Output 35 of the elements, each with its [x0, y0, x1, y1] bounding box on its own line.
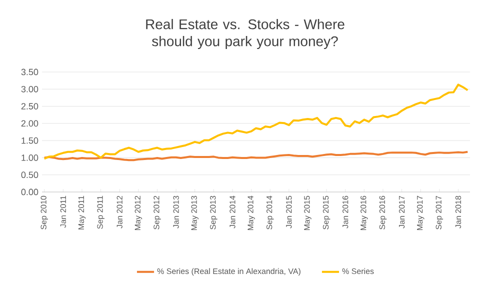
- x-tick-label: Sep 2012: [154, 196, 161, 230]
- x-tick-label: Jan 2013: [173, 196, 179, 228]
- y-tick-label: 1.00: [22, 154, 38, 161]
- y-tick-label: 1.50: [22, 137, 38, 144]
- x-tick-label: Jan 2014: [230, 196, 236, 228]
- x-tick-label: May 2013: [191, 196, 198, 230]
- x-tick-label: May 2017: [416, 196, 424, 230]
- x-tick-label: Jan 2012: [116, 196, 122, 228]
- x-tick-label: Sep 2010: [40, 196, 48, 230]
- chart-title: Real Estate vs. Stocks - Where should you park your money?: [146, 18, 344, 50]
- y-tick-label: 2.50: [21, 103, 38, 110]
- x-tick-label: Sep 2017: [436, 196, 444, 230]
- x-tick-label: Sep 2015: [322, 196, 330, 230]
- x-tick-label: Jan 2015: [286, 196, 292, 228]
- x-tick-label: Sep 2011: [97, 196, 104, 229]
- y-tick-label: 3.50: [21, 68, 38, 76]
- x-tick-label: Sep 2016: [379, 196, 387, 230]
- y-tick-label: 0.00: [21, 188, 38, 196]
- x-tick-label: Jan 2017: [398, 196, 405, 228]
- x-tick-label: May 2014: [248, 196, 255, 230]
- x-tick-label: May 2015: [304, 196, 312, 230]
- y-tick-label: 0.50: [21, 172, 38, 178]
- x-tick-label: Sep 2013: [210, 196, 218, 230]
- x-tick-label: May 2012: [134, 196, 142, 230]
- x-tick-label: Jan 2016: [342, 196, 348, 228]
- y-tick-label: 2.00: [21, 120, 38, 127]
- x-tick-label: Jan 2011: [60, 196, 66, 228]
- x-tick-label: Jan 2018: [455, 196, 462, 228]
- x-tick-label: May 2011: [78, 196, 86, 230]
- x-tick-label: May 2016: [360, 196, 368, 230]
- line-series: [43, 84, 469, 160]
- y-tick-label: 3.00: [21, 86, 38, 92]
- x-tick-label: Sep 2014: [266, 196, 274, 230]
- legend-label: % Series: [342, 268, 374, 274]
- legend-label: % Series (Real Estate in Alexandria, VA): [157, 268, 300, 276]
